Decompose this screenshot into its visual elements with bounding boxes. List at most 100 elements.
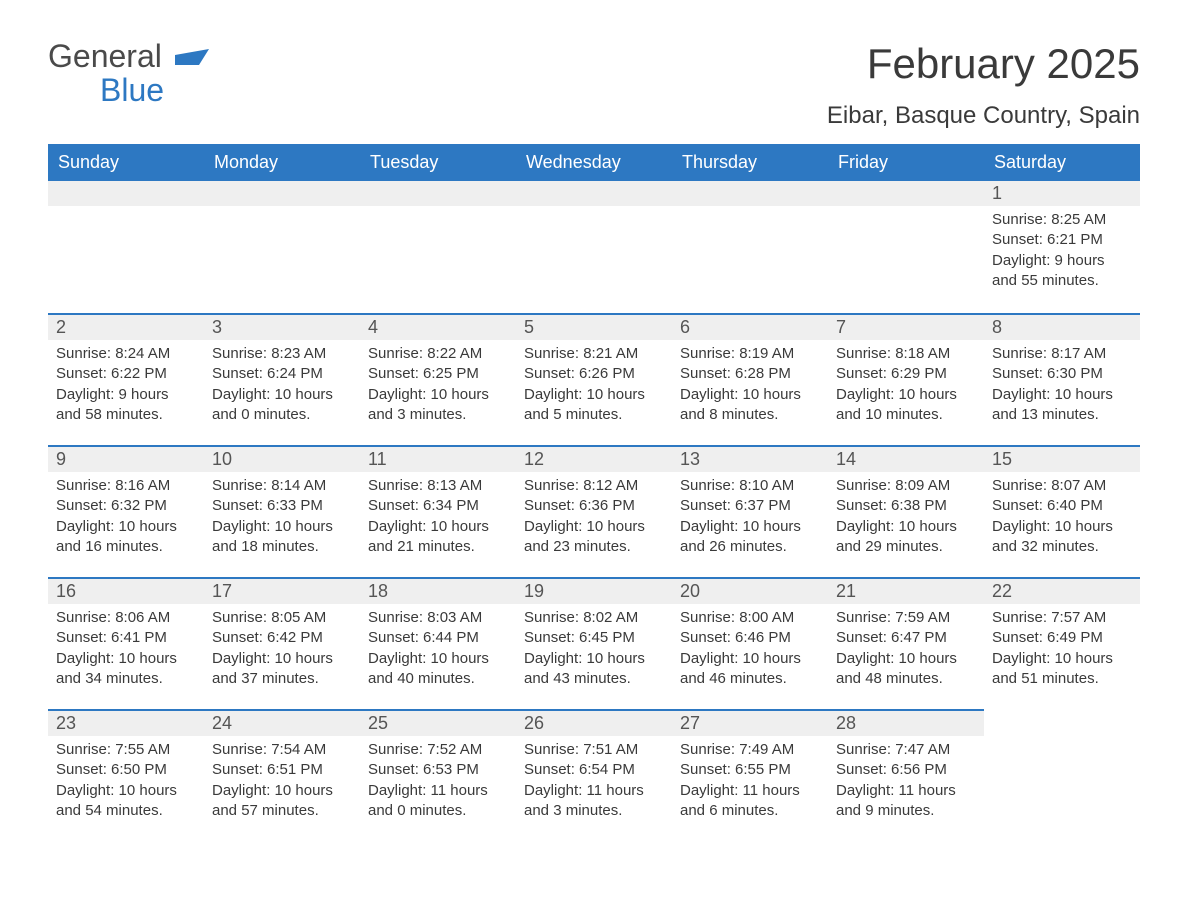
empty-day-bar [672, 181, 828, 206]
day-number: 8 [984, 313, 1140, 340]
day-body: Sunrise: 8:06 AMSunset: 6:41 PMDaylight:… [48, 604, 204, 695]
day-number: 13 [672, 445, 828, 472]
sunrise-line: Sunrise: 8:17 AM [992, 344, 1132, 364]
daylight-line: Daylight: 11 hours and 6 minutes. [680, 781, 820, 822]
daylight-line: Daylight: 10 hours and 5 minutes. [524, 385, 664, 426]
logo-word-1: General [48, 38, 162, 74]
sunrise-line: Sunrise: 8:23 AM [212, 344, 352, 364]
day-number: 21 [828, 577, 984, 604]
daylight-line: Daylight: 9 hours and 58 minutes. [56, 385, 196, 426]
calendar-cell: 13Sunrise: 8:10 AMSunset: 6:37 PMDayligh… [672, 445, 828, 577]
calendar-cell: 22Sunrise: 7:57 AMSunset: 6:49 PMDayligh… [984, 577, 1140, 709]
sunrise-line: Sunrise: 8:14 AM [212, 476, 352, 496]
calendar-cell: 17Sunrise: 8:05 AMSunset: 6:42 PMDayligh… [204, 577, 360, 709]
daylight-line: Daylight: 10 hours and 21 minutes. [368, 517, 508, 558]
sunrise-line: Sunrise: 8:03 AM [368, 608, 508, 628]
sunset-line: Sunset: 6:24 PM [212, 364, 352, 384]
day-number: 3 [204, 313, 360, 340]
day-body: Sunrise: 7:54 AMSunset: 6:51 PMDaylight:… [204, 736, 360, 827]
day-number: 24 [204, 709, 360, 736]
sunrise-line: Sunrise: 7:52 AM [368, 740, 508, 760]
calendar-cell [204, 181, 360, 313]
day-body: Sunrise: 8:13 AMSunset: 6:34 PMDaylight:… [360, 472, 516, 563]
day-number: 12 [516, 445, 672, 472]
sunset-line: Sunset: 6:30 PM [992, 364, 1132, 384]
daylight-line: Daylight: 10 hours and 40 minutes. [368, 649, 508, 690]
day-body: Sunrise: 8:25 AMSunset: 6:21 PMDaylight:… [984, 206, 1140, 297]
sunset-line: Sunset: 6:26 PM [524, 364, 664, 384]
sunset-line: Sunset: 6:55 PM [680, 760, 820, 780]
sunset-line: Sunset: 6:53 PM [368, 760, 508, 780]
daylight-line: Daylight: 10 hours and 13 minutes. [992, 385, 1132, 426]
calendar-week: 2Sunrise: 8:24 AMSunset: 6:22 PMDaylight… [48, 313, 1140, 445]
sunset-line: Sunset: 6:47 PM [836, 628, 976, 648]
sunrise-line: Sunrise: 7:57 AM [992, 608, 1132, 628]
sunrise-line: Sunrise: 8:12 AM [524, 476, 664, 496]
sunrise-line: Sunrise: 8:13 AM [368, 476, 508, 496]
calendar-cell: 14Sunrise: 8:09 AMSunset: 6:38 PMDayligh… [828, 445, 984, 577]
daylight-line: Daylight: 10 hours and 16 minutes. [56, 517, 196, 558]
calendar-cell: 27Sunrise: 7:49 AMSunset: 6:55 PMDayligh… [672, 709, 828, 841]
sunrise-line: Sunrise: 8:19 AM [680, 344, 820, 364]
calendar-cell [672, 181, 828, 313]
calendar-cell: 8 Sunrise: 8:17 AMSunset: 6:30 PMDaylight… [984, 313, 1140, 445]
daylight-line: Daylight: 11 hours and 3 minutes. [524, 781, 664, 822]
sunrise-line: Sunrise: 8:10 AM [680, 476, 820, 496]
calendar-cell: 18Sunrise: 8:03 AMSunset: 6:44 PMDayligh… [360, 577, 516, 709]
sunset-line: Sunset: 6:32 PM [56, 496, 196, 516]
calendar-cell: 23Sunrise: 7:55 AMSunset: 6:50 PMDayligh… [48, 709, 204, 841]
sunset-line: Sunset: 6:22 PM [56, 364, 196, 384]
day-body: Sunrise: 7:59 AMSunset: 6:47 PMDaylight:… [828, 604, 984, 695]
logo-text: General Blue [48, 40, 209, 107]
logo-word-2: Blue [48, 72, 164, 108]
daylight-line: Daylight: 9 hours and 55 minutes. [992, 251, 1132, 292]
month-title: February 2025 [827, 40, 1140, 88]
daylight-line: Daylight: 10 hours and 32 minutes. [992, 517, 1132, 558]
calendar-week: 23Sunrise: 7:55 AMSunset: 6:50 PMDayligh… [48, 709, 1140, 841]
day-number: 15 [984, 445, 1140, 472]
sunset-line: Sunset: 6:46 PM [680, 628, 820, 648]
day-header: Saturday [984, 144, 1140, 181]
day-number: 10 [204, 445, 360, 472]
calendar-cell: 28Sunrise: 7:47 AMSunset: 6:56 PMDayligh… [828, 709, 984, 841]
daylight-line: Daylight: 10 hours and 3 minutes. [368, 385, 508, 426]
calendar-week: 16Sunrise: 8:06 AMSunset: 6:41 PMDayligh… [48, 577, 1140, 709]
day-number: 9 [48, 445, 204, 472]
calendar-body: 1Sunrise: 8:25 AMSunset: 6:21 PMDaylight… [48, 181, 1140, 841]
sunset-line: Sunset: 6:50 PM [56, 760, 196, 780]
day-body: Sunrise: 8:10 AMSunset: 6:37 PMDaylight:… [672, 472, 828, 563]
day-number: 1 [984, 181, 1140, 206]
day-body: Sunrise: 8:12 AMSunset: 6:36 PMDaylight:… [516, 472, 672, 563]
daylight-line: Daylight: 10 hours and 57 minutes. [212, 781, 352, 822]
day-number: 27 [672, 709, 828, 736]
sunset-line: Sunset: 6:21 PM [992, 230, 1132, 250]
day-header: Sunday [48, 144, 204, 181]
day-number: 6 [672, 313, 828, 340]
sunset-line: Sunset: 6:56 PM [836, 760, 976, 780]
day-body: Sunrise: 8:21 AMSunset: 6:26 PMDaylight:… [516, 340, 672, 431]
day-body: Sunrise: 7:55 AMSunset: 6:50 PMDaylight:… [48, 736, 204, 827]
sunset-line: Sunset: 6:36 PM [524, 496, 664, 516]
sunrise-line: Sunrise: 8:18 AM [836, 344, 976, 364]
day-number: 4 [360, 313, 516, 340]
sunrise-line: Sunrise: 8:07 AM [992, 476, 1132, 496]
day-body: Sunrise: 8:18 AMSunset: 6:29 PMDaylight:… [828, 340, 984, 431]
logo-flag-icon [175, 38, 209, 74]
calendar-cell: 11Sunrise: 8:13 AMSunset: 6:34 PMDayligh… [360, 445, 516, 577]
sunrise-line: Sunrise: 8:24 AM [56, 344, 196, 364]
sunrise-line: Sunrise: 7:55 AM [56, 740, 196, 760]
calendar-cell: 21Sunrise: 7:59 AMSunset: 6:47 PMDayligh… [828, 577, 984, 709]
day-body: Sunrise: 8:00 AMSunset: 6:46 PMDaylight:… [672, 604, 828, 695]
calendar-cell: 25Sunrise: 7:52 AMSunset: 6:53 PMDayligh… [360, 709, 516, 841]
day-number: 17 [204, 577, 360, 604]
day-number: 19 [516, 577, 672, 604]
daylight-line: Daylight: 10 hours and 46 minutes. [680, 649, 820, 690]
daylight-line: Daylight: 10 hours and 48 minutes. [836, 649, 976, 690]
calendar-cell: 4Sunrise: 8:22 AMSunset: 6:25 PMDaylight… [360, 313, 516, 445]
daylight-line: Daylight: 10 hours and 23 minutes. [524, 517, 664, 558]
sunrise-line: Sunrise: 8:06 AM [56, 608, 196, 628]
day-number: 25 [360, 709, 516, 736]
day-header: Wednesday [516, 144, 672, 181]
calendar-cell: 12Sunrise: 8:12 AMSunset: 6:36 PMDayligh… [516, 445, 672, 577]
sunset-line: Sunset: 6:42 PM [212, 628, 352, 648]
